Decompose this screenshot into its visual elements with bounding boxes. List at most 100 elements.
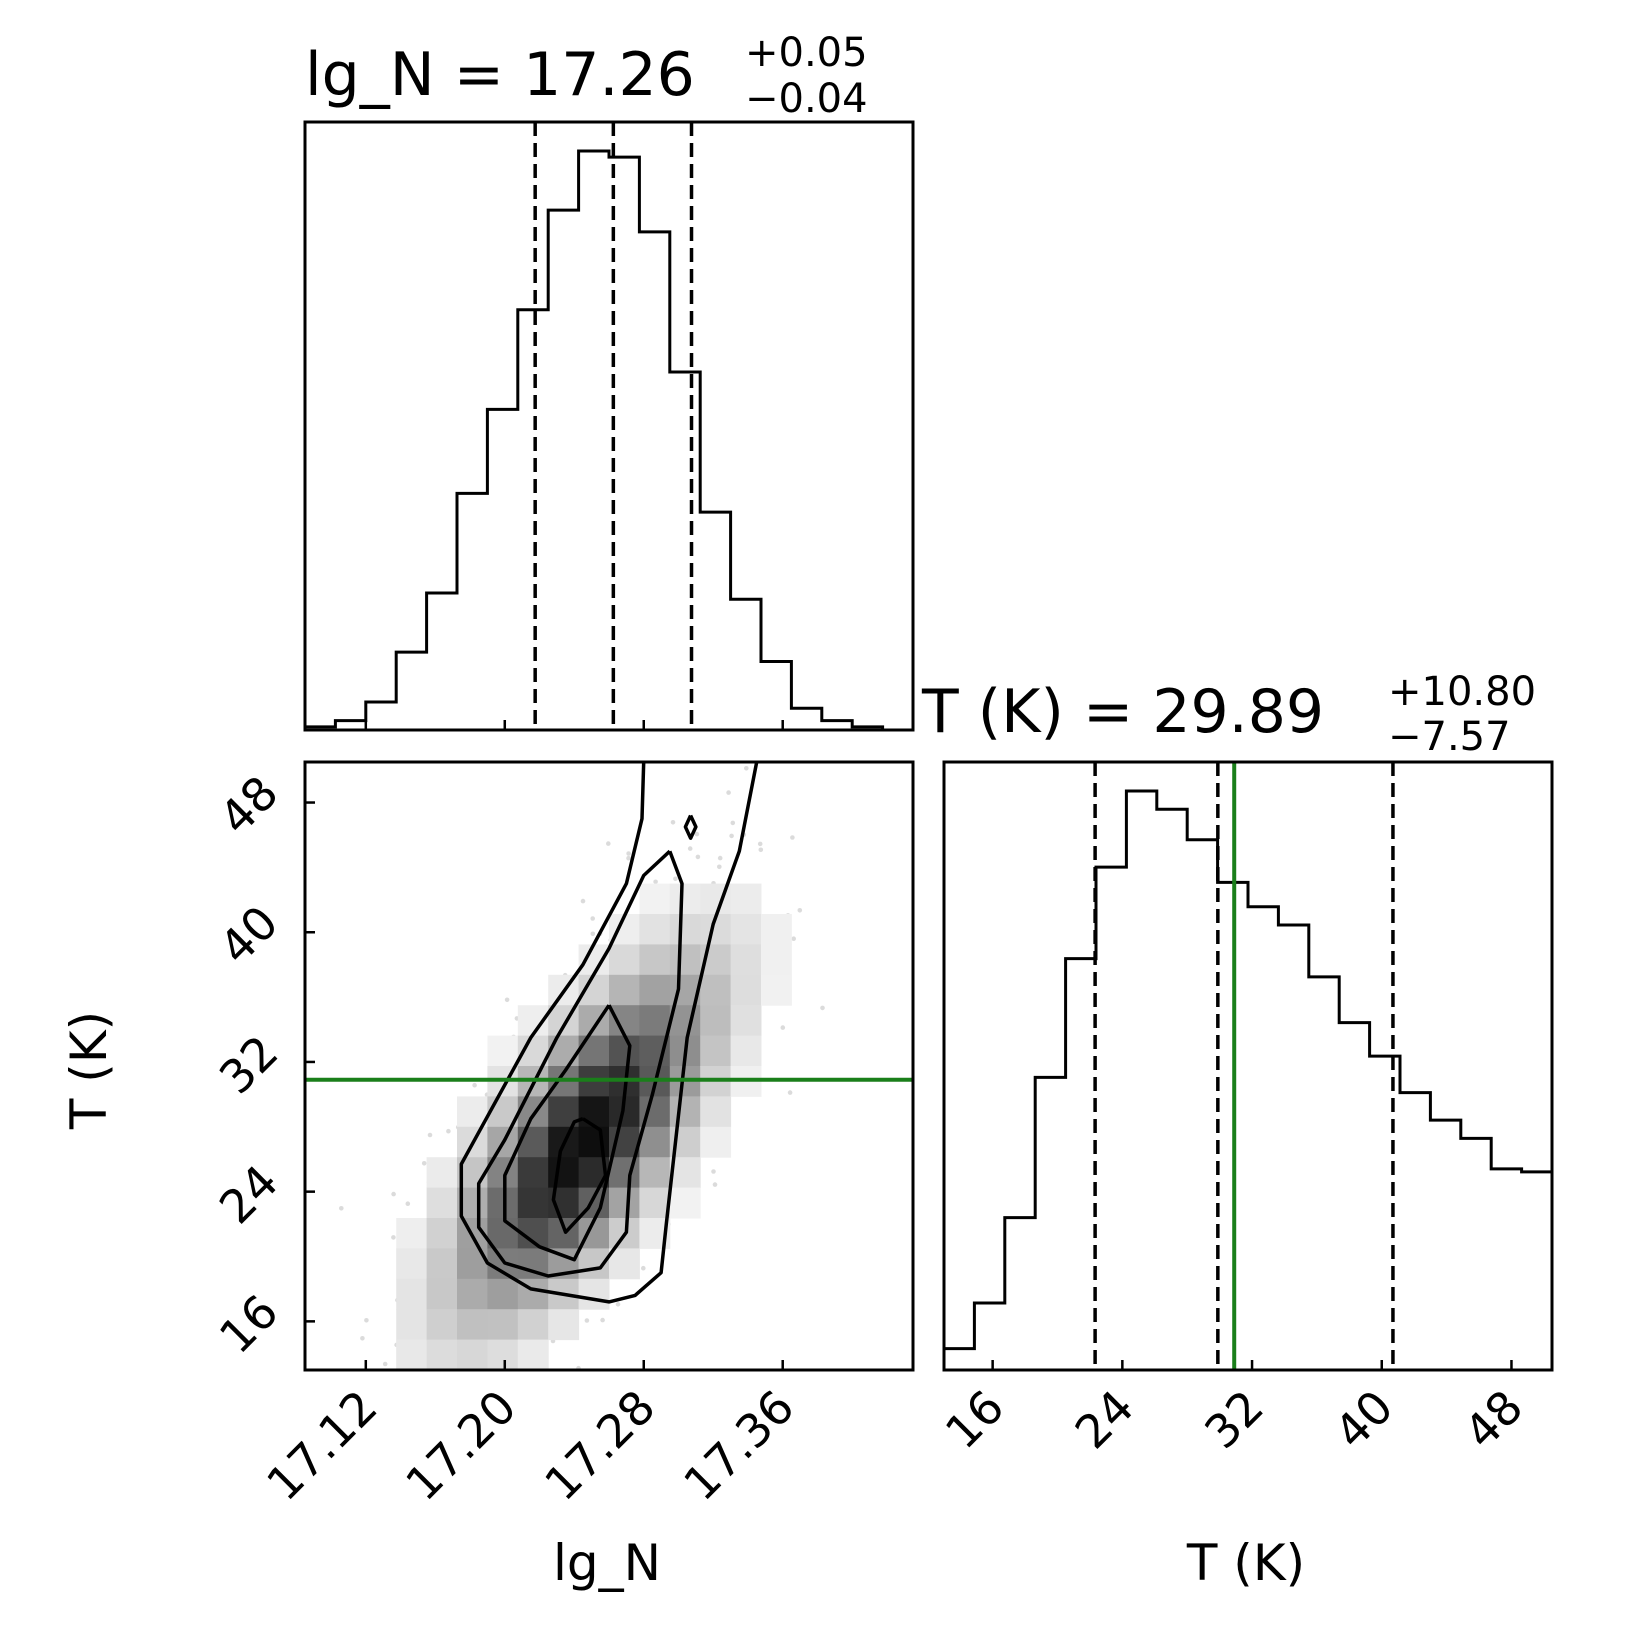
T-hist-tick-label-2: 32	[1194, 1380, 1274, 1460]
scatter-point	[730, 820, 736, 826]
density-cell	[761, 974, 792, 1006]
density-cell	[700, 1126, 732, 1158]
T-hist-tick-label-1: 24	[1065, 1380, 1145, 1460]
density-cell	[457, 1278, 488, 1310]
density-cell	[578, 1035, 610, 1067]
density-cell	[578, 1126, 610, 1158]
density-cell	[639, 1005, 671, 1037]
x-axis-label-T: T (K)	[1186, 1534, 1305, 1592]
density-cell	[609, 1035, 640, 1067]
T-histogram-frame	[942, 760, 1554, 1372]
density-cell	[730, 974, 762, 1006]
density-cell	[700, 1005, 732, 1037]
density-cell	[426, 1248, 458, 1280]
density-cell	[761, 914, 792, 945]
density-cell	[700, 974, 732, 1006]
joint-x-tick-label-2: 17.28	[534, 1380, 665, 1511]
T-hist-tick-label-0: 16	[935, 1380, 1015, 1460]
scatter-point	[820, 1005, 825, 1011]
joint-frame	[303, 760, 915, 1372]
density-cell	[669, 944, 701, 976]
scatter-point	[744, 766, 749, 771]
joint-density-panel: 17.12 17.20 17.28 17.36 16 24 32 40 48	[209, 760, 915, 1511]
lgN-title-plus: +0.05	[745, 30, 868, 76]
joint-y-tick-label-0: 16	[209, 1284, 289, 1364]
density-cell	[548, 1157, 580, 1189]
density-cell	[548, 1309, 580, 1341]
lgN-histogram-step	[305, 149, 913, 732]
x-axis-label-lgN: lg_N	[553, 1534, 661, 1592]
scatter-point	[427, 1132, 433, 1138]
T-title: T (K) = 29.89	[921, 677, 1324, 747]
contour-0	[551, 1117, 608, 1234]
scatter-point	[364, 1318, 369, 1323]
density-cell	[730, 883, 762, 915]
density-cell	[487, 1035, 519, 1067]
y-axis-label-T: T (K)	[60, 1011, 118, 1130]
density-cell	[487, 1339, 519, 1370]
scatter-point	[712, 1182, 718, 1187]
scatter-point	[446, 1128, 451, 1134]
density-cell	[669, 1187, 701, 1219]
scatter-point	[673, 876, 678, 882]
scatter-point	[695, 854, 701, 860]
density-cell	[609, 1248, 640, 1280]
scatter-point	[626, 855, 631, 861]
density-cell	[700, 1035, 732, 1067]
density-cell	[487, 1278, 519, 1310]
contour-2	[476, 849, 684, 1278]
density-grid	[396, 883, 792, 1370]
density-cell	[639, 974, 671, 1006]
density-cell	[639, 1126, 671, 1158]
scatter-point	[339, 1206, 344, 1211]
scatter-point	[687, 846, 693, 851]
T-title-minus: −7.57	[1388, 714, 1511, 760]
scatter-point	[626, 851, 631, 856]
density-cell	[517, 1309, 549, 1341]
scatter-point	[580, 898, 586, 904]
joint-y-tick-label-3: 40	[209, 895, 289, 975]
density-cell	[609, 1005, 640, 1037]
contour-3	[459, 762, 759, 1304]
density-cell	[639, 1187, 671, 1219]
scatter-point	[504, 997, 510, 1003]
scatter-point	[590, 931, 596, 937]
T-hist-tick-label-4: 48	[1454, 1380, 1534, 1460]
density-cell	[669, 1096, 701, 1128]
density-cell	[639, 914, 671, 945]
density-cell	[457, 1309, 488, 1341]
density-cell	[426, 1278, 458, 1310]
density-cell	[396, 1309, 428, 1341]
scatter-point	[790, 835, 795, 840]
T-hist-tick-label-3: 40	[1324, 1380, 1404, 1460]
scatter-point	[360, 1336, 365, 1341]
density-cell	[669, 883, 701, 915]
density-cell	[730, 1005, 762, 1037]
density-cell	[396, 1248, 428, 1280]
density-cell	[761, 944, 792, 976]
scatter-point	[421, 1161, 427, 1166]
scatter-point	[641, 1265, 646, 1271]
scatter-point	[584, 1318, 590, 1323]
scatter-point	[600, 1317, 605, 1323]
density-cell	[609, 944, 640, 976]
joint-y-tick-label-4: 48	[209, 765, 289, 845]
density-cell	[609, 1187, 640, 1219]
density-cell	[639, 1157, 671, 1189]
density-cell	[426, 1339, 458, 1370]
density-cell	[426, 1218, 458, 1249]
density-cell	[517, 1339, 549, 1370]
T-title-plus: +10.80	[1388, 669, 1536, 715]
lgN-histogram-frame	[303, 120, 915, 732]
scatter-point	[780, 1025, 786, 1030]
scatter-point	[711, 1169, 716, 1174]
joint-y-tick-label-1: 24	[209, 1155, 289, 1235]
scatter-point	[653, 879, 658, 885]
scatter-point	[757, 841, 763, 847]
density-cell	[426, 1309, 458, 1341]
density-cell	[426, 1187, 458, 1219]
density-cell	[639, 883, 671, 915]
scatter-point	[615, 1302, 621, 1307]
density-cell	[578, 1096, 610, 1128]
scatter-point	[729, 833, 734, 839]
